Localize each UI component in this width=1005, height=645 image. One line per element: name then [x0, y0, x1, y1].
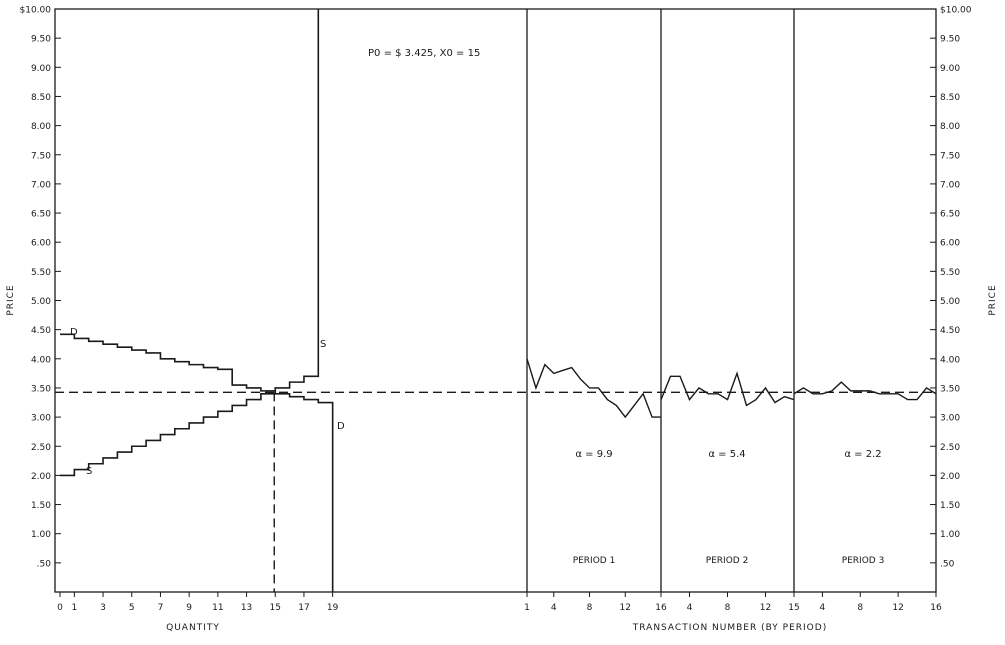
y-tick-label-left: 7.50: [31, 151, 51, 161]
x-tick-label-quantity: 0: [57, 603, 63, 613]
x-tick-label-transaction: 15: [788, 603, 799, 613]
equilibrium-annotation: P0 = $ 3.425, X0 = 15: [368, 48, 480, 59]
x-axis-quantity: 0 1 3 5 7 9 11 13 15 17 19: [57, 592, 339, 613]
y-tick-label-left: 5.50: [31, 268, 51, 278]
y-tick-label-left: 4.50: [31, 326, 51, 336]
x-tick-label-quantity: 13: [241, 603, 252, 613]
x-tick-label-quantity: 17: [298, 603, 309, 613]
y-tick-label-left: 4.00: [31, 355, 51, 365]
period-3-label: PERIOD 3: [842, 556, 885, 566]
y-tick-label-right: 6.50: [940, 210, 960, 220]
y-tick-label-left: $10.00: [20, 6, 52, 16]
y-tick-label-left: 7.00: [31, 180, 51, 190]
y-tick-label-left: 9.00: [31, 64, 51, 74]
period-1-label: PERIOD 1: [573, 556, 616, 566]
y-tick-label-right: 1.50: [940, 501, 960, 511]
y-tick-label-right: 8.50: [940, 93, 960, 103]
x-tick-label-transaction: 4: [820, 603, 826, 613]
y-tick-label-right: 9.50: [940, 35, 960, 45]
y-tick-label-right: 5.50: [940, 268, 960, 278]
y-tick-label-left: 9.50: [31, 35, 51, 45]
y-tick-label-left: 2.50: [31, 443, 51, 453]
y-tick-label-left: 3.50: [31, 384, 51, 394]
y-axis-right: $10.00 9.50 9.00 8.50 8.00 7.50 7.00 6.50 6.00 5.…: [930, 6, 972, 569]
y-tick-label-right: 8.00: [940, 122, 960, 132]
x-tick-label-transaction: 4: [687, 603, 693, 613]
y-tick-label-left: 6.50: [31, 210, 51, 220]
y-tick-label-right: 4.00: [940, 355, 960, 365]
x-tick-label-quantity: 9: [186, 603, 192, 613]
y-tick-label-right: 3.50: [940, 384, 960, 394]
x-tick-label-quantity: 15: [270, 603, 281, 613]
y-tick-label-right: 3.00: [940, 414, 960, 424]
x-tick-label-transaction: 12: [760, 603, 771, 613]
period-3-alpha: α = 2.2: [844, 449, 881, 460]
x-tick-label-transaction: 4: [551, 603, 557, 613]
y-tick-label-left: 8.00: [31, 122, 51, 132]
plot-frame: [54, 8, 937, 593]
supply-label-end: S: [320, 339, 326, 350]
y-tick-label-left: .50: [37, 559, 52, 569]
y-tick-label-right: 1.00: [940, 530, 960, 540]
y-tick-label-right: 7.50: [940, 151, 960, 161]
y-axis-left: $10.00 9.50 9.00 8.50 8.00 7.50 7.00 6.50 6.00 5.…: [20, 6, 61, 569]
x-tick-label-transaction: 12: [892, 603, 903, 613]
x-tick-label-quantity: 1: [71, 603, 77, 613]
y-tick-label-right: 2.50: [940, 443, 960, 453]
y-tick-label-left: 3.00: [31, 414, 51, 424]
y-tick-label-left: 5.00: [31, 297, 51, 307]
y-tick-label-right: 4.50: [940, 326, 960, 336]
demand-curve: [60, 333, 334, 592]
supply-label-start: S: [86, 466, 92, 477]
y-axis-title-left: PRICE: [6, 284, 16, 315]
x-tick-label-transaction: 8: [857, 603, 863, 613]
x-tick-label-quantity: 11: [212, 603, 223, 613]
y-tick-label-left: 6.00: [31, 239, 51, 249]
y-tick-label-right: 7.00: [940, 180, 960, 190]
period-1-price-series: [526, 358, 661, 419]
x-tick-label-quantity: 3: [100, 603, 106, 613]
y-tick-label-left: 8.50: [31, 93, 51, 103]
period-2-label: PERIOD 2: [706, 556, 749, 566]
y-tick-label-right: 5.00: [940, 297, 960, 307]
period-3-price-series: [793, 381, 937, 401]
x-tick-label-transaction: 8: [725, 603, 731, 613]
x-tick-label-transaction: 16: [655, 603, 667, 613]
x-tick-label-quantity: 19: [327, 603, 339, 613]
demand-label-start: D: [70, 327, 78, 338]
y-axis-title-right: PRICE: [988, 284, 998, 315]
y-tick-label-right: .50: [940, 559, 955, 569]
period-2-alpha: α = 5.4: [708, 449, 745, 460]
x-axis-transactions: 1 4 8 12 16 4 8 12 15 4 8 12 16: [524, 592, 942, 613]
y-tick-label-right: 2.00: [940, 472, 960, 482]
y-tick-label-right: $10.00: [940, 6, 972, 16]
y-tick-label-right: 6.00: [940, 239, 960, 249]
y-tick-label-left: 2.00: [31, 472, 51, 482]
x-tick-label-transaction: 1: [524, 603, 530, 613]
y-tick-label-left: 1.50: [31, 501, 51, 511]
demand-label-end: D: [337, 421, 345, 432]
period-2-price-series: [660, 371, 795, 407]
x-tick-label-quantity: 7: [158, 603, 164, 613]
x-tick-label-transaction: 16: [930, 603, 942, 613]
supply-curve: [60, 9, 320, 477]
y-tick-label-right: 9.00: [940, 64, 960, 74]
y-tick-label-left: 1.00: [31, 530, 51, 540]
period-1-alpha: α = 9.9: [575, 449, 612, 460]
x-axis-title-transactions: TRANSACTION NUMBER (BY PERIOD): [632, 623, 827, 633]
x-axis-title-quantity: QUANTITY: [166, 623, 220, 633]
x-tick-label-transaction: 12: [620, 603, 631, 613]
x-tick-label-quantity: 5: [129, 603, 135, 613]
x-tick-label-transaction: 8: [587, 603, 593, 613]
